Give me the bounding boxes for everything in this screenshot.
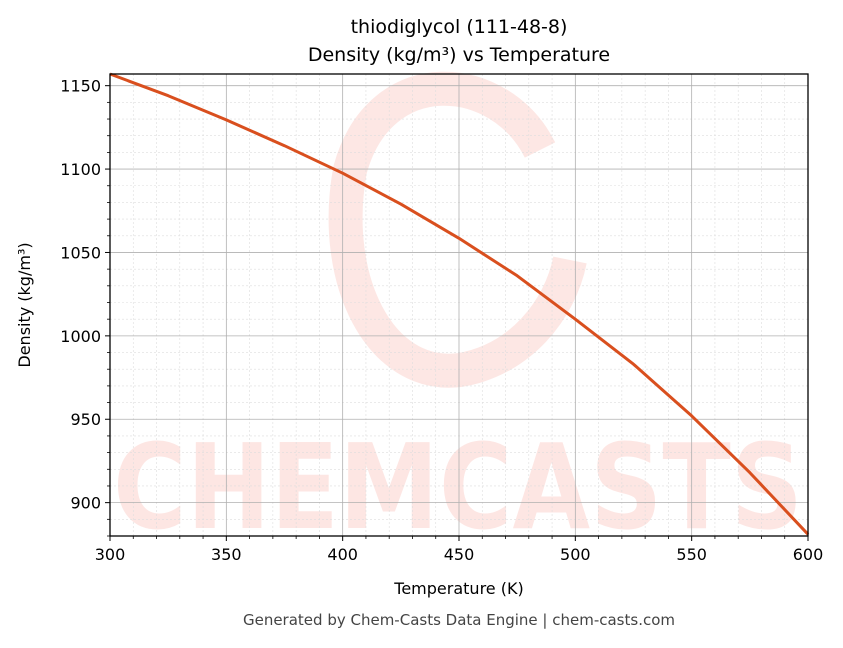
x-tick-label: 450 xyxy=(444,545,475,564)
ticks: 300 350 400 450 500 550 600 900 950 1000 1050 1100 1… xyxy=(60,77,823,564)
x-tick-label: 550 xyxy=(676,545,707,564)
watermark-logo-arc xyxy=(328,71,587,388)
watermark: CHEMCASTS xyxy=(113,71,803,556)
x-tick-label: 500 xyxy=(560,545,591,564)
watermark-text: CHEMCASTS xyxy=(113,418,803,556)
footer-text: Generated by Chem-Casts Data Engine | ch… xyxy=(243,611,675,629)
y-tick-label: 1000 xyxy=(60,327,101,346)
y-tick-label: 1050 xyxy=(60,243,101,262)
x-tick-label: 350 xyxy=(211,545,242,564)
x-axis-label: Temperature (K) xyxy=(393,579,523,598)
density-line xyxy=(109,72,810,536)
plot-frame xyxy=(109,73,809,537)
series xyxy=(109,72,810,536)
grid xyxy=(109,74,809,537)
x-tick-label: 400 xyxy=(327,545,358,564)
y-axis-label: Density (kg/m³) xyxy=(15,242,34,367)
y-tick-label: 900 xyxy=(70,494,101,513)
y-tick-label: 1100 xyxy=(60,160,101,179)
chart-title: thiodiglycol (111-48-8) xyxy=(351,16,568,38)
x-tick-label: 300 xyxy=(95,545,126,564)
x-tick-label: 600 xyxy=(793,545,824,564)
y-tick-label: 1150 xyxy=(60,77,101,96)
chart-subtitle: Density (kg/m³) vs Temperature xyxy=(308,44,610,66)
y-tick-label: 950 xyxy=(70,410,101,429)
